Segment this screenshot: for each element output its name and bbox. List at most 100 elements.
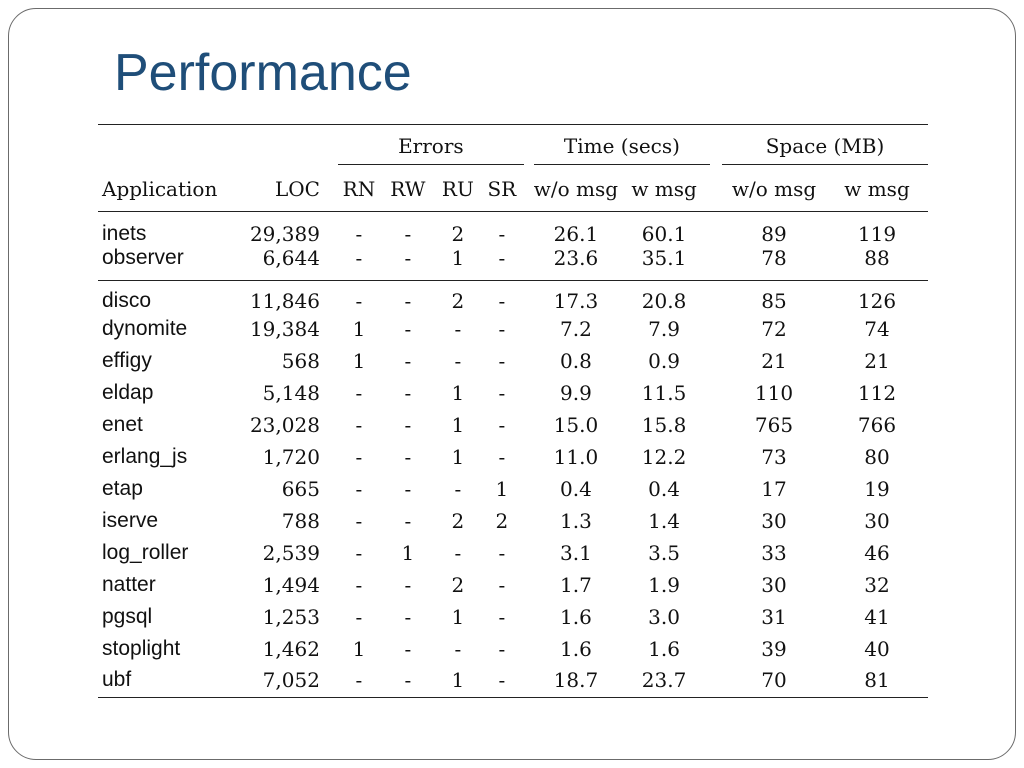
cell-space-wo-msg: 110 — [754, 381, 794, 405]
cell-ru: 2 — [435, 280, 480, 313]
table-row: pgsql 1,253 - - 1 - 1.6 3.0 31 41 — [98, 601, 928, 633]
cell-rw: - — [404, 317, 412, 341]
column-header-ru: RU — [435, 167, 480, 212]
cell-time-w-msg: 0.4 — [648, 477, 680, 501]
cell-time-w-msg: 12.2 — [641, 445, 687, 469]
cell-space-wo-msg: 17 — [761, 477, 787, 501]
cell-ru: - — [454, 637, 462, 661]
column-header-time-wo-msg: w/o msg — [533, 167, 619, 212]
cell-space-wo-msg: 39 — [761, 637, 787, 661]
cell-application: iserve — [102, 509, 159, 532]
cell-loc: 5,148 — [262, 381, 320, 405]
table-row: effigy 568 1 - - - 0.8 0.9 21 21 — [98, 345, 928, 377]
cell-rw: - — [404, 445, 412, 469]
cell-application: enet — [102, 413, 143, 436]
cell-sr: - — [498, 541, 506, 565]
table-row: observer 6,644 - - 1 - 23.6 35.1 78 88 — [98, 246, 928, 281]
cell-rw: - — [404, 222, 412, 246]
table-column-header-row: Application LOC RN RW RU SR w/o msg w ms… — [98, 167, 928, 212]
cell-loc: 7,052 — [239, 665, 338, 698]
cell-application: erlang_js — [102, 445, 188, 468]
table-row: stoplight 1,462 1 - - - 1.6 1.6 39 40 — [98, 633, 928, 665]
cell-rn: - — [337, 280, 380, 313]
cell-rw: - — [404, 246, 412, 270]
cell-application: ubf — [98, 665, 240, 698]
cell-application: inets — [102, 222, 147, 245]
cell-sr: - — [498, 246, 506, 270]
table-row: enet 23,028 - - 1 - 15.0 15.8 765 766 — [98, 409, 928, 441]
column-header-rn: RN — [337, 167, 380, 212]
cell-loc: 11,846 — [239, 280, 338, 313]
cell-sr: - — [498, 605, 506, 629]
cell-time-wo-msg: 7.2 — [560, 317, 592, 341]
cell-space-wo-msg: 89 — [761, 222, 787, 246]
cell-application: log_roller — [102, 541, 189, 564]
cell-time-wo-msg: 26.1 — [553, 222, 599, 246]
cell-rn: - — [355, 573, 363, 597]
cell-rn: 1 — [352, 317, 366, 341]
cell-ru: - — [454, 541, 462, 565]
cell-rw: - — [404, 637, 412, 661]
slide-title: Performance — [114, 44, 412, 102]
cell-time-w-msg: 23.7 — [618, 665, 711, 698]
table-row: eldap 5,148 - - 1 - 9.9 11.5 110 112 — [98, 377, 928, 409]
cell-loc: 788 — [281, 509, 320, 533]
cell-rw: - — [404, 349, 412, 373]
table-group-header-row: Errors Time (secs) Space (MB) — [98, 125, 928, 167]
cell-space-w-msg: 32 — [864, 573, 890, 597]
column-header-rw: RW — [379, 167, 436, 212]
cell-rn: - — [355, 381, 363, 405]
cell-space-wo-msg: 31 — [761, 605, 787, 629]
column-header-space-wo-msg: w/o msg — [722, 167, 826, 212]
cell-time-wo-msg: 1.6 — [560, 605, 592, 629]
cell-space-wo-msg: 33 — [761, 541, 787, 565]
cell-ru: - — [454, 477, 462, 501]
cell-sr: - — [498, 381, 506, 405]
cell-ru: 2 — [451, 573, 465, 597]
cell-space-wo-msg: 78 — [761, 246, 787, 270]
cell-loc: 568 — [281, 349, 320, 373]
cell-space-wo-msg: 30 — [761, 573, 787, 597]
cell-rn: - — [337, 665, 380, 698]
space-group-header: Space (MB) — [722, 125, 928, 167]
cell-space-w-msg: 19 — [864, 477, 890, 501]
cell-space-wo-msg: 765 — [754, 413, 794, 437]
cell-time-w-msg: 3.0 — [648, 605, 680, 629]
cell-time-wo-msg: 17.3 — [533, 280, 619, 313]
cell-rw: - — [404, 477, 412, 501]
cell-application: effigy — [102, 349, 152, 372]
cell-time-wo-msg: 15.0 — [553, 413, 599, 437]
slide-frame — [8, 8, 1016, 760]
cell-space-w-msg: 21 — [864, 349, 890, 373]
table-row: erlang_js 1,720 - - 1 - 11.0 12.2 73 80 — [98, 441, 928, 473]
cell-rn: - — [355, 605, 363, 629]
cell-time-wo-msg: 9.9 — [560, 381, 592, 405]
cell-space-w-msg: 766 — [857, 413, 897, 437]
cell-ru: - — [454, 317, 462, 341]
cell-rw: - — [404, 605, 412, 629]
cell-space-w-msg: 112 — [857, 381, 897, 405]
cell-application: pgsql — [102, 605, 153, 628]
cell-space-wo-msg: 73 — [761, 445, 787, 469]
cell-time-wo-msg: 11.0 — [553, 445, 599, 469]
cell-space-w-msg: 74 — [864, 317, 890, 341]
cell-rn: - — [355, 509, 363, 533]
cell-time-w-msg: 1.4 — [648, 509, 680, 533]
cell-rn: - — [355, 222, 363, 246]
cell-ru: 1 — [451, 413, 465, 437]
table-row: etap 665 - - - 1 0.4 0.4 17 19 — [98, 473, 928, 505]
cell-application: dynomite — [102, 317, 188, 340]
cell-time-wo-msg: 0.4 — [560, 477, 592, 501]
cell-ru: 2 — [451, 509, 465, 533]
cell-space-w-msg: 41 — [864, 605, 890, 629]
cell-loc: 665 — [281, 477, 320, 501]
cell-loc: 1,720 — [262, 445, 320, 469]
cell-application: observer — [102, 246, 184, 269]
cell-time-wo-msg: 0.8 — [560, 349, 592, 373]
cell-time-w-msg: 0.9 — [648, 349, 680, 373]
cell-ru: - — [454, 349, 462, 373]
cell-loc: 19,384 — [249, 317, 320, 341]
cell-loc: 1,494 — [262, 573, 320, 597]
cell-rn: - — [355, 541, 363, 565]
cell-ru: 2 — [451, 222, 465, 246]
